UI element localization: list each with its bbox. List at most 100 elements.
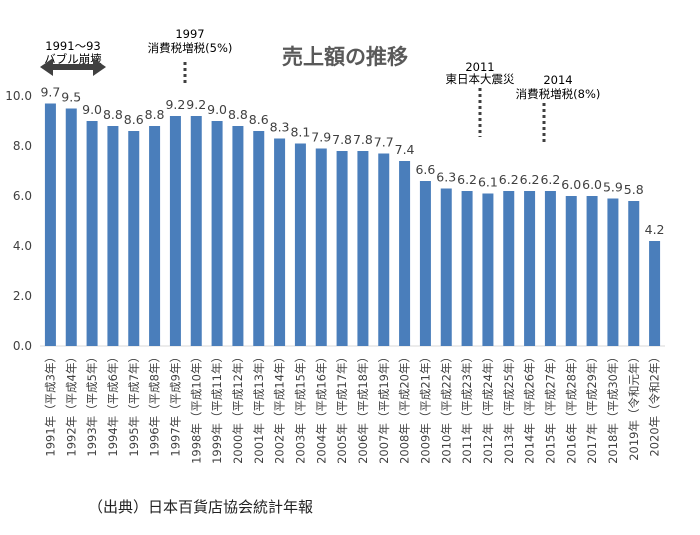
bar [294,143,306,346]
data-label: 9.5 [61,90,81,105]
x-tick-label: 1993年（平成5年） [85,351,99,457]
data-label: 7.8 [332,132,352,147]
x-tick-label: 2012年（平成24年） [481,351,495,464]
x-tick-label: 2019年（令和元年） [627,351,641,461]
bar [44,103,56,346]
bar [482,193,494,346]
bar [274,138,286,346]
x-tick-label: 2001年（平成13年） [252,351,266,464]
x-tick-label: 2003年（平成15年） [293,351,307,464]
bar [357,151,369,346]
annotation-tax1997-label: 消費税増税(5%) [148,41,233,55]
x-tick-label: 2005年（平成17年） [335,351,349,464]
x-tick-label: 2016年（平成28年） [564,351,578,464]
annotation-quake2011-year: 2011 [465,60,494,74]
bar-series: 9.7 1991年（平成3年） 9.5 1992年（平成4年） 9.0 1993年（平成5… [40,85,664,464]
data-label: 7.4 [395,142,415,157]
y-tick-label: 2.0 [13,289,32,303]
bar [503,191,515,346]
x-tick-label: 2006年（平成18年） [356,351,370,464]
bar [128,131,140,346]
bar [336,151,348,346]
data-label: 6.2 [520,172,540,187]
x-tick-label: 2013年（平成25年） [502,351,516,464]
bar [649,241,661,346]
x-tick-label: 2017年（平成29年） [585,351,599,464]
data-label: 6.2 [540,172,560,187]
y-tick-label: 10.0 [5,89,32,103]
data-label: 6.1 [478,175,498,190]
data-label: 6.2 [499,172,519,187]
data-label: 8.8 [103,107,123,122]
x-tick-label: 2011年（平成23年） [460,351,474,464]
bar [461,191,473,346]
data-label: 7.8 [353,132,373,147]
data-label: 4.2 [645,222,665,237]
bar [524,191,536,346]
y-tick-label: 6.0 [13,189,32,203]
annotation-tax1997-year: 1997 [175,27,204,41]
chart-title: 売上額の推移 [282,45,408,69]
data-label: 6.2 [457,172,477,187]
bar [565,196,577,346]
arrow-head-right [93,58,106,76]
data-label: 6.3 [436,170,456,185]
data-label: 9.0 [207,102,227,117]
data-label: 8.8 [145,107,165,122]
y-tick-label: 8.0 [13,139,32,153]
data-label: 8.6 [249,112,269,127]
x-tick-label: 2009年（平成21年） [418,351,432,464]
bar [586,196,598,346]
bar [378,153,390,346]
data-label: 9.2 [165,97,185,112]
x-tick-label: 2000年（平成12年） [231,351,245,464]
source-note: （出典）日本百貨店協会統計年報 [88,498,314,516]
annotation-tax2014-label: 消費税増税(8%) [516,87,601,101]
x-tick-label: 2018年（平成30年） [606,351,620,464]
x-tick-label: 2004年（平成16年） [314,351,328,464]
bar [65,108,77,346]
bar [253,131,265,346]
data-label: 6.6 [415,162,435,177]
x-tick-label: 1992年（平成4年） [64,351,78,457]
annotation-bubble-year: 1991〜93 [45,39,100,53]
data-label: 5.9 [603,180,623,195]
x-tick-label: 1998年（平成10年） [189,351,203,464]
data-label: 8.8 [228,107,248,122]
bar [149,126,161,346]
bar [607,198,619,346]
data-label: 6.0 [561,177,581,192]
bar [169,116,181,346]
x-tick-label: 2008年（平成20年） [398,351,412,464]
bar [419,181,431,346]
x-tick-label: 2002年（平成14年） [273,351,287,464]
x-tick-label: 2007年（平成19年） [377,351,391,464]
data-label: 9.7 [40,85,60,100]
bar [440,188,452,346]
annotation-bubble-label: バブル崩壊 [44,52,102,66]
bar [86,121,98,346]
x-tick-label: 2015年（平成27年） [543,351,557,464]
y-tick-label: 4.0 [13,239,32,253]
annotation-bubble-arrow [40,58,106,76]
x-tick-label: 1995年（平成7年） [127,351,141,457]
bar [399,161,411,346]
data-label: 9.2 [186,97,206,112]
bar [211,121,223,346]
bar [232,126,244,346]
x-tick-label: 2010年（平成22年） [439,351,453,464]
arrow-shaft [52,64,94,70]
y-tick-label: 0.0 [13,339,32,353]
x-tick-label: 1997年（平成9年） [168,351,182,457]
data-label: 7.9 [311,130,331,145]
annotation-tax2014-year: 2014 [543,73,572,87]
x-tick-label: 1991年（平成3年） [43,351,57,457]
arrow-head-left [40,58,53,76]
x-tick-label: 1999年（平成11年） [210,351,224,464]
bar [544,191,556,346]
bar [190,116,202,346]
data-label: 8.6 [124,112,144,127]
y-axis: 0.0 2.0 4.0 6.0 8.0 10.0 [5,89,665,353]
